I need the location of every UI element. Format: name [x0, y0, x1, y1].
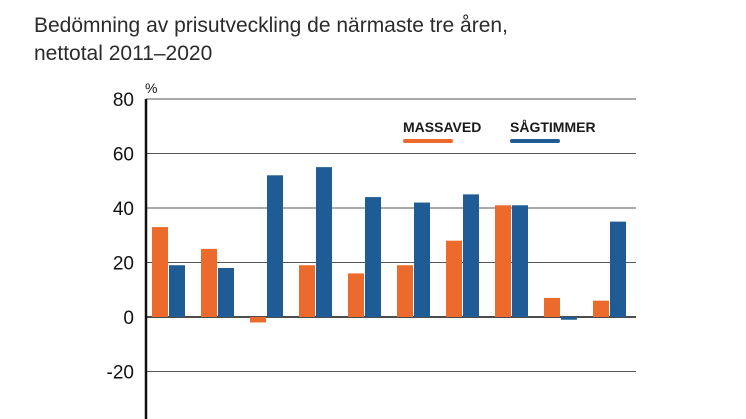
bar-sågtimmer-2014	[316, 167, 332, 317]
legend: MASSAVED SÅGTIMMER	[403, 119, 596, 143]
bar-massaved-2015	[348, 273, 364, 317]
legend-label-sågtimmer: SÅGTIMMER	[510, 119, 596, 135]
bar-sågtimmer-2012	[218, 267, 234, 317]
gridlines	[146, 98, 636, 372]
bar-sågtimmer-2011	[169, 265, 185, 317]
bar-massaved-2019	[544, 297, 560, 317]
chart-title-line-1: Bedömning av prisutveckling de närmaste …	[34, 14, 508, 37]
y-tick-label: 40	[113, 199, 134, 220]
y-tick-label: -20	[107, 363, 134, 384]
bar-massaved-2014	[299, 265, 315, 317]
bar-sågtimmer-2018	[512, 205, 528, 317]
legend-label-massaved: MASSAVED	[403, 119, 481, 135]
y-tick-label: 20	[113, 254, 134, 275]
y-tick-label: 60	[113, 145, 134, 166]
bar-sågtimmer-2013	[267, 175, 283, 317]
legend-swatch-massaved	[403, 139, 453, 143]
legend-swatch-sågtimmer	[510, 139, 560, 143]
bar-sågtimmer-2015	[365, 197, 381, 317]
chart-title-line-2: nettotal 2011–2020	[34, 42, 213, 65]
bar-sågtimmer-2020	[610, 221, 626, 317]
y-tick-label: 0	[123, 308, 134, 329]
y-tick-label: 80	[113, 90, 134, 111]
bar-sågtimmer-2019	[561, 317, 577, 320]
bar-massaved-2016	[397, 265, 413, 317]
chart-title: Bedömning av prisutveckling de närmaste …	[34, 12, 508, 68]
y-axis-unit-label: %	[145, 80, 157, 96]
bars	[152, 167, 626, 323]
bar-sågtimmer-2017	[463, 194, 479, 317]
bar-massaved-2011	[152, 227, 168, 317]
bar-massaved-2017	[446, 240, 462, 317]
bar-massaved-2018	[495, 205, 511, 317]
axes: 80 60 40 20 0 -20%	[107, 80, 157, 419]
bar-sågtimmer-2016	[414, 202, 430, 317]
bar-massaved-2012	[201, 248, 217, 317]
bar-massaved-2013	[250, 317, 266, 323]
bar-massaved-2020	[593, 300, 609, 317]
